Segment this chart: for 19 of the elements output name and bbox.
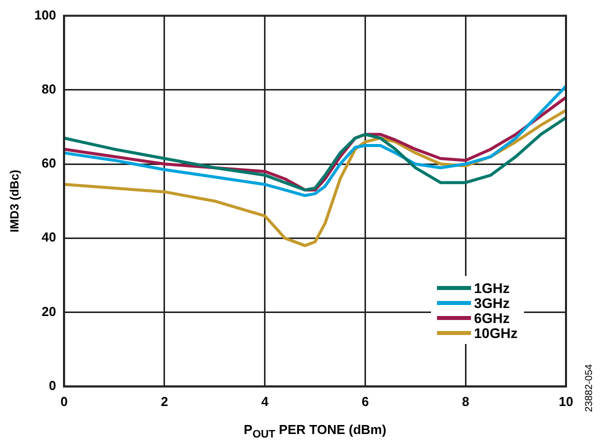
legend-label: 6GHz <box>474 310 510 326</box>
y-tick-label: 80 <box>42 82 56 96</box>
y-tick-label: 0 <box>48 378 56 393</box>
text: 23882-054 <box>584 364 595 412</box>
x-tick-label: 4 <box>261 394 270 409</box>
y-tick-label: 20 <box>42 304 56 319</box>
x-axis-title: P$_{OUT}$ PER TONE (dBm) <box>242 422 388 443</box>
y-axis-title: IMD3 (dBc) <box>8 170 22 232</box>
x-tick-label: 0 <box>60 394 68 409</box>
legend-label: 1GHz <box>474 280 510 296</box>
x-tick-label: 8 <box>462 394 470 409</box>
y-tick-label: 40 <box>42 230 56 245</box>
x-tick-label: 10 <box>558 394 574 409</box>
y-tick-label: 100 <box>34 7 56 22</box>
x-tick-label: 6 <box>362 394 369 409</box>
x-tick-label: 2 <box>160 394 168 409</box>
y-tick-label: 60 <box>42 156 56 171</box>
legend-label: 3GHz <box>474 294 510 311</box>
legend-label: 10GHz <box>474 324 518 341</box>
